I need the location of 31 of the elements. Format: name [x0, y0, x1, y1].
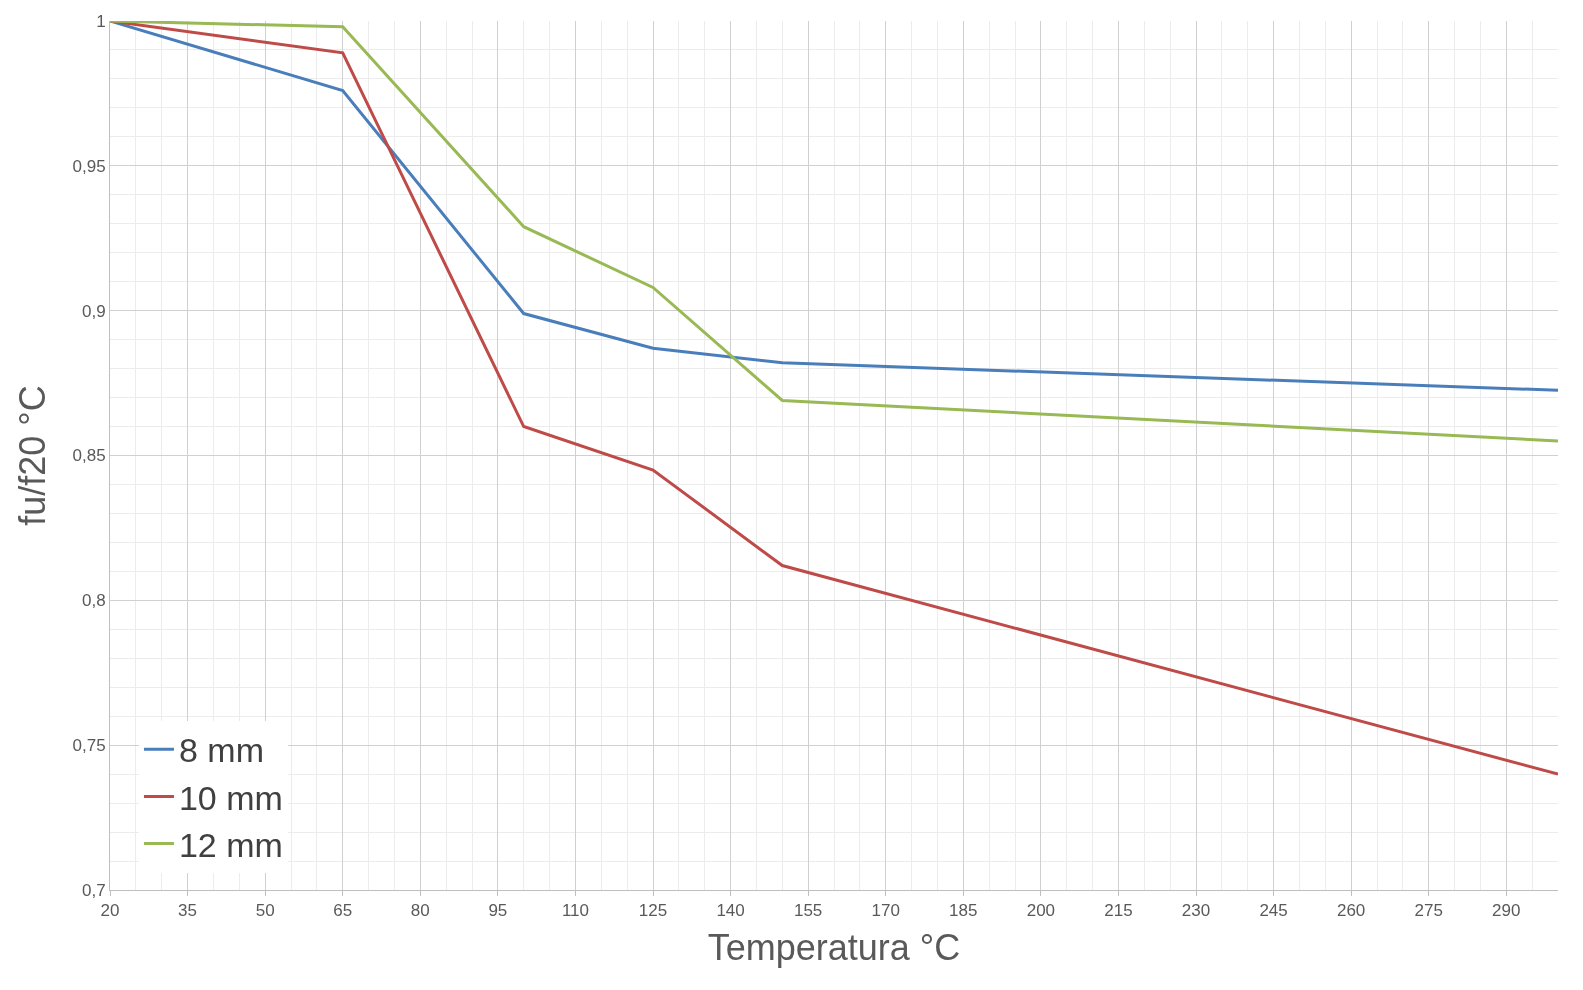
- y-tick-label: 0,7: [81, 880, 106, 900]
- x-tick-label: 245: [1259, 901, 1288, 921]
- x-tick-label: 155: [793, 901, 823, 921]
- x-tick-label: 35: [178, 901, 198, 921]
- x-tick-label: 260: [1336, 901, 1366, 921]
- x-tick-label: 20: [100, 901, 120, 921]
- x-tick-label: 80: [410, 901, 430, 921]
- x-tick-label: 110: [561, 901, 589, 921]
- x-tick-label: 185: [949, 901, 978, 921]
- y-axis-title: fu/f20 °C: [12, 385, 54, 526]
- x-tick-label: 215: [1104, 901, 1133, 921]
- x-tick-label: 125: [638, 901, 668, 921]
- x-tick-label: 290: [1492, 901, 1521, 921]
- y-tick-label: 0,75: [72, 736, 106, 756]
- x-tick-label: 50: [255, 901, 275, 921]
- y-tick-label: 0,9: [81, 301, 106, 321]
- x-tick-label: 140: [716, 901, 745, 921]
- y-tick-label: 0,85: [72, 446, 106, 466]
- x-tick-label: 95: [488, 901, 508, 921]
- y-tick-label: 0,8: [81, 591, 106, 611]
- y-tick-label: 1: [96, 11, 106, 31]
- x-axis-title: Temperatura °C: [707, 927, 961, 969]
- y-tick-label: 0,95: [72, 156, 106, 176]
- x-tick-label: 230: [1181, 901, 1211, 921]
- legend-label: 12 mm: [178, 825, 283, 864]
- legend-label: 8 mm: [178, 731, 264, 770]
- x-tick-label: 200: [1026, 901, 1056, 921]
- legend-label: 10 mm: [178, 778, 283, 817]
- x-tick-label: 275: [1414, 901, 1443, 921]
- x-tick-label: 65: [333, 901, 353, 921]
- x-tick-label: 170: [871, 901, 900, 921]
